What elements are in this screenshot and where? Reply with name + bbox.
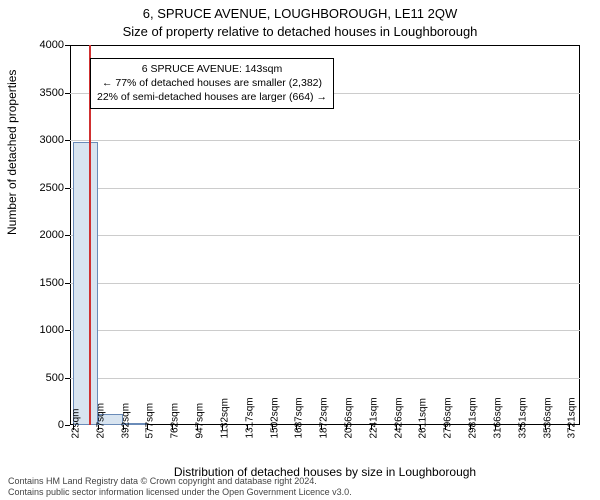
y-tick-mark (65, 235, 70, 236)
y-tick-mark (65, 188, 70, 189)
gridline (70, 140, 580, 141)
annotation-box: 6 SPRUCE AVENUE: 143sqm ← 77% of detache… (90, 58, 334, 109)
y-tick-label: 4000 (14, 39, 64, 51)
y-tick-label: 1000 (14, 324, 64, 336)
y-tick-label: 2000 (14, 229, 64, 241)
y-tick-mark (65, 45, 70, 46)
annotation-line3: 22% of semi-detached houses are larger (… (97, 90, 327, 104)
y-tick-mark (65, 283, 70, 284)
gridline (70, 235, 580, 236)
chart-subtitle: Size of property relative to detached ho… (0, 24, 600, 39)
y-tick-label: 2500 (14, 182, 64, 194)
chart-title-address: 6, SPRUCE AVENUE, LOUGHBOROUGH, LE11 2QW (0, 6, 600, 21)
footer-line2: Contains public sector information licen… (8, 487, 352, 498)
y-tick-label: 0 (14, 419, 64, 431)
histogram-bar (73, 142, 98, 425)
gridline (70, 283, 580, 284)
gridline (70, 330, 580, 331)
y-tick-mark (65, 93, 70, 94)
annotation-line2: ← 77% of detached houses are smaller (2,… (97, 76, 327, 90)
y-tick-mark (65, 378, 70, 379)
y-tick-label: 3500 (14, 87, 64, 99)
footer-line1: Contains HM Land Registry data © Crown c… (8, 476, 352, 487)
footer-attribution: Contains HM Land Registry data © Crown c… (8, 476, 352, 498)
y-tick-mark (65, 140, 70, 141)
chart-container: 6, SPRUCE AVENUE, LOUGHBOROUGH, LE11 2QW… (0, 0, 600, 500)
annotation-line1: 6 SPRUCE AVENUE: 143sqm (97, 62, 327, 76)
y-tick-mark (65, 330, 70, 331)
y-tick-label: 1500 (14, 277, 64, 289)
gridline (70, 188, 580, 189)
gridline (70, 378, 580, 379)
y-tick-mark (65, 425, 70, 426)
y-tick-label: 500 (14, 372, 64, 384)
y-tick-label: 3000 (14, 134, 64, 146)
